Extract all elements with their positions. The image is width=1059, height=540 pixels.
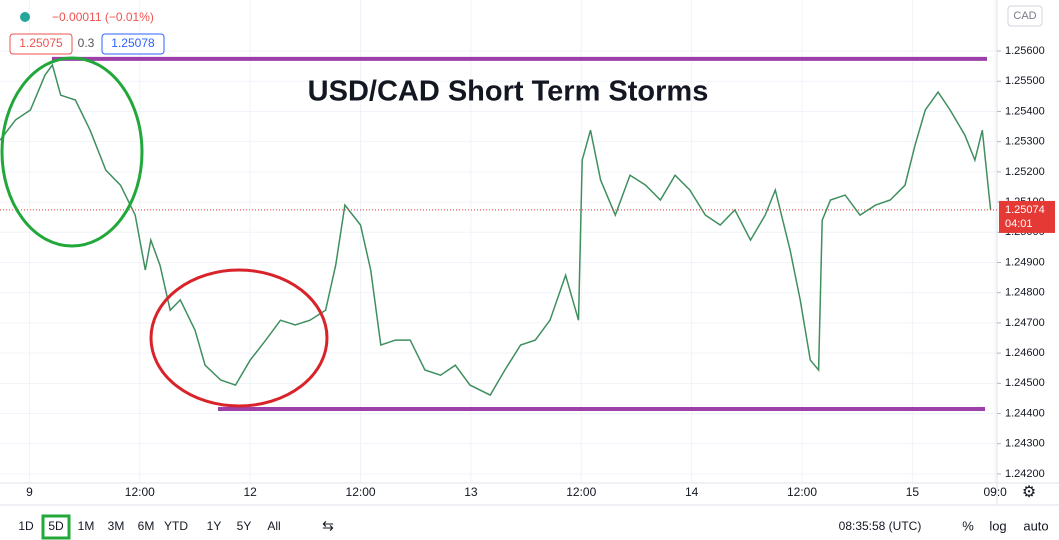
y-tick-label: 1.24600 xyxy=(1005,347,1045,359)
chart-title: USD/CAD Short Term Storms xyxy=(308,76,709,108)
x-tick-label: 12:00 xyxy=(566,485,596,499)
scale-option[interactable]: log xyxy=(989,518,1006,533)
range-button[interactable]: YTD xyxy=(164,519,188,533)
x-tick-label: 15 xyxy=(906,485,920,499)
ask-box[interactable] xyxy=(101,33,165,55)
bid[interactable]: 1.25075 xyxy=(19,36,63,50)
scale-option[interactable]: auto xyxy=(1023,518,1048,533)
last-price-box xyxy=(999,200,1055,233)
range-button[interactable]: 3M xyxy=(108,519,125,533)
range-button[interactable]: All xyxy=(267,519,280,533)
currency-box[interactable] xyxy=(1007,5,1043,27)
range-button[interactable]: 5D xyxy=(48,519,64,533)
y-tick-label: 1.25300 xyxy=(1005,136,1045,148)
x-tick-label: 9 xyxy=(26,485,33,499)
clock: 08:35:58 (UTC) xyxy=(839,519,922,533)
x-tick-label: 12:00 xyxy=(125,485,155,499)
annotation-ellipse xyxy=(0,56,144,248)
spread: 0.3 xyxy=(78,36,95,50)
y-tick-label: 1.24900 xyxy=(1005,256,1045,268)
last-price: 1.25074 xyxy=(1005,204,1045,216)
range-button[interactable]: 1M xyxy=(78,519,95,533)
status-dot xyxy=(20,12,30,22)
grid xyxy=(0,0,997,483)
bid-box[interactable] xyxy=(9,33,73,55)
x-tick-label: 12 xyxy=(243,485,257,499)
settings-icon[interactable]: ⚙ xyxy=(1022,484,1036,501)
x-tick-label: 13 xyxy=(464,485,478,499)
y-tick-label: 1.24800 xyxy=(1005,287,1045,299)
range-button[interactable]: 1D xyxy=(18,519,34,533)
annotation-ellipse xyxy=(149,268,329,408)
y-tick-label: 1.25500 xyxy=(1005,75,1045,87)
x-tick-label: 12:00 xyxy=(787,485,817,499)
x-tick-label: 14 xyxy=(685,485,699,499)
x-tick-label: 09:0 xyxy=(983,485,1007,499)
price-line xyxy=(0,63,992,397)
y-tick-label: 1.25400 xyxy=(1005,105,1045,117)
date-range-icon[interactable]: ⇆ xyxy=(322,518,334,534)
plot xyxy=(0,56,997,411)
y-tick-label: 1.24400 xyxy=(1005,407,1045,419)
range-button[interactable]: 1Y xyxy=(207,519,222,533)
ask[interactable]: 1.25078 xyxy=(111,36,155,50)
scale-option[interactable]: % xyxy=(962,518,974,533)
y-tick-label: 1.25600 xyxy=(1005,45,1045,57)
change: −0.00011 (−0.01%) xyxy=(52,10,154,24)
y-tick-label: 1.24700 xyxy=(1005,317,1045,329)
y-tick-label: 1.24500 xyxy=(1005,377,1045,389)
y-tick-label: 1.24200 xyxy=(1005,468,1045,480)
y-tick-label: 1.24300 xyxy=(1005,438,1045,450)
countdown: 04:01 xyxy=(1005,218,1033,230)
currency[interactable]: CAD xyxy=(1013,10,1036,22)
x-tick-label: 12:00 xyxy=(346,485,376,499)
range-button[interactable]: 6M xyxy=(138,519,155,533)
range-button[interactable]: 5Y xyxy=(237,519,252,533)
y-tick-label: 1.25200 xyxy=(1005,166,1045,178)
toolbar: 1D 5D 1M 3M 6M YTD 1Y 5Y All% log auto xyxy=(18,514,1049,540)
range-active[interactable] xyxy=(41,514,71,540)
